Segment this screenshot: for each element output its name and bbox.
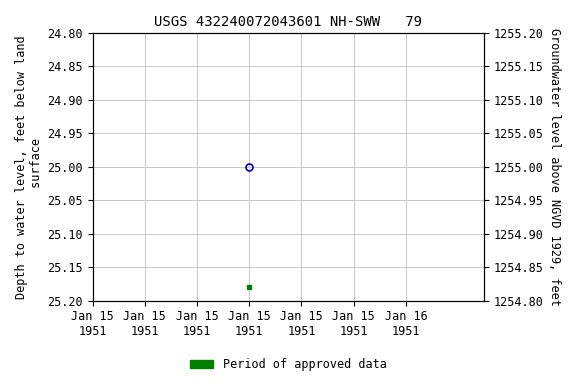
Y-axis label: Depth to water level, feet below land
 surface: Depth to water level, feet below land su… <box>15 35 43 299</box>
Legend: Period of approved data: Period of approved data <box>185 354 391 376</box>
Y-axis label: Groundwater level above NGVD 1929, feet: Groundwater level above NGVD 1929, feet <box>548 28 561 306</box>
Title: USGS 432240072043601 NH-SWW   79: USGS 432240072043601 NH-SWW 79 <box>154 15 422 29</box>
